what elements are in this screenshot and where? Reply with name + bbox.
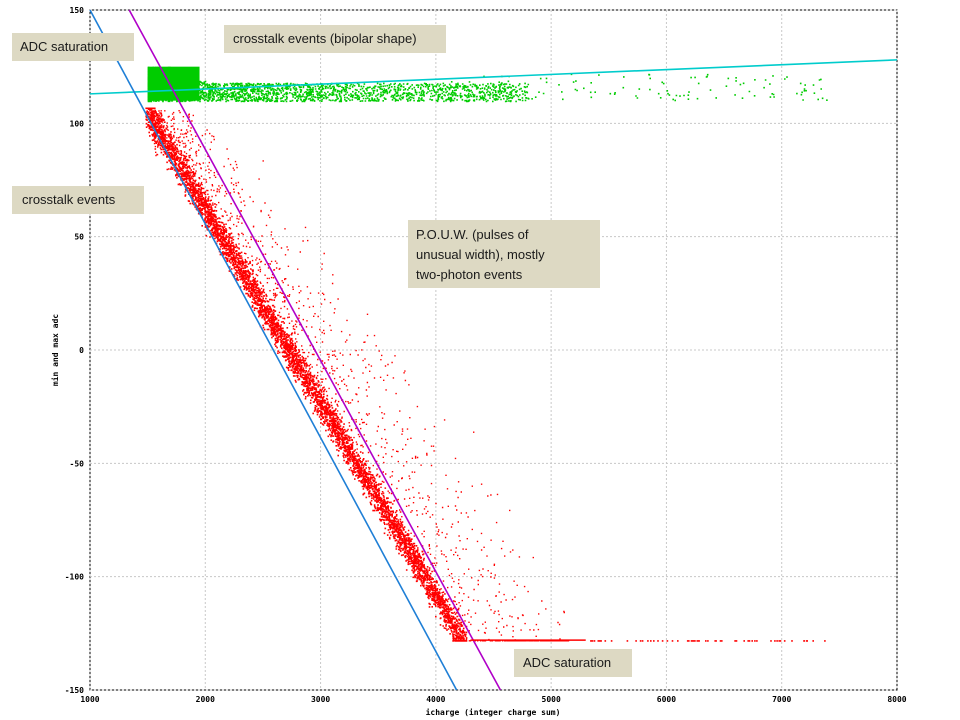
x-axis-title: icharge (integer charge sum) (426, 707, 561, 717)
callout-crosstalk-events: crosstalk events (12, 186, 144, 214)
fit-lines (89, 9, 898, 691)
y-tick-labels: 150 100 50 0 -50 -100 -150 (65, 6, 84, 695)
callout-adc-saturation-top: ADC saturation (12, 33, 134, 61)
y-tick-label: 0 (79, 346, 84, 355)
callout-pouw: P.O.U.W. (pulses of unusual width), most… (408, 220, 600, 288)
x-tick-label: 2000 (196, 695, 215, 704)
green-points (147, 66, 828, 103)
x-tick-label: 1000 (80, 695, 99, 704)
y-tick-label: -150 (65, 686, 84, 695)
x-tick-label: 5000 (542, 695, 561, 704)
y-tick-label: -100 (65, 573, 84, 582)
x-tick-labels: 1000 2000 3000 4000 5000 6000 7000 8000 (80, 695, 906, 704)
reference-line (89, 59, 898, 95)
callout-adc-saturation-bottom: ADC saturation (514, 649, 632, 677)
callout-crosstalk-bipolar: crosstalk events (bipolar shape) (224, 25, 446, 53)
x-tick-label: 7000 (772, 695, 791, 704)
y-axis-title: min and max adc (50, 314, 60, 386)
reference-line (89, 9, 458, 691)
grid (89, 9, 898, 691)
y-tick-label: 150 (70, 6, 85, 15)
y-tick-label: -50 (70, 459, 85, 468)
green-series (147, 66, 828, 103)
x-tick-label: 8000 (887, 695, 906, 704)
reference-line (128, 9, 502, 691)
x-tick-label: 6000 (657, 695, 676, 704)
x-tick-label: 4000 (426, 695, 445, 704)
x-tick-label: 3000 (311, 695, 330, 704)
y-tick-label: 50 (74, 233, 84, 242)
y-tick-label: 100 (70, 119, 85, 128)
